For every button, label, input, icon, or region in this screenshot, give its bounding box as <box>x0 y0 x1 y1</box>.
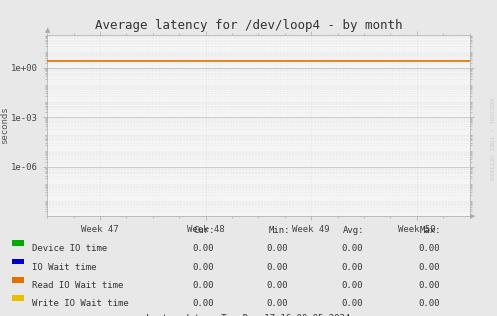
Text: 0.00: 0.00 <box>267 281 288 290</box>
Text: Read IO Wait time: Read IO Wait time <box>32 281 124 290</box>
Text: 0.00: 0.00 <box>267 299 288 308</box>
Text: 0.00: 0.00 <box>267 244 288 253</box>
Text: IO Wait time: IO Wait time <box>32 263 97 271</box>
Text: 0.00: 0.00 <box>192 281 214 290</box>
Text: Last update:  Tue Dec 17 16:00:05 2024: Last update: Tue Dec 17 16:00:05 2024 <box>147 314 350 316</box>
Text: 0.00: 0.00 <box>192 244 214 253</box>
Text: 0.00: 0.00 <box>418 281 440 290</box>
Text: 0.00: 0.00 <box>341 263 363 271</box>
Text: 0.00: 0.00 <box>192 263 214 271</box>
Text: 0.00: 0.00 <box>418 263 440 271</box>
Text: RRDTOOL / TOBI OETIKER: RRDTOOL / TOBI OETIKER <box>488 98 493 180</box>
Text: 0.00: 0.00 <box>341 299 363 308</box>
Text: 0.00: 0.00 <box>418 244 440 253</box>
Text: Min:: Min: <box>268 226 290 235</box>
Text: 0.00: 0.00 <box>418 299 440 308</box>
Text: ▶: ▶ <box>470 214 475 219</box>
Text: Device IO time: Device IO time <box>32 244 107 253</box>
Text: Avg:: Avg: <box>343 226 364 235</box>
Text: 0.00: 0.00 <box>341 281 363 290</box>
Text: 0.00: 0.00 <box>192 299 214 308</box>
Text: Average latency for /dev/loop4 - by month: Average latency for /dev/loop4 - by mont… <box>95 19 402 32</box>
Text: 0.00: 0.00 <box>267 263 288 271</box>
Text: 0.00: 0.00 <box>341 244 363 253</box>
Text: ▲: ▲ <box>45 27 50 33</box>
Text: Max:: Max: <box>420 226 441 235</box>
Y-axis label: seconds: seconds <box>0 107 8 144</box>
Text: Cur:: Cur: <box>194 226 215 235</box>
Text: Write IO Wait time: Write IO Wait time <box>32 299 129 308</box>
